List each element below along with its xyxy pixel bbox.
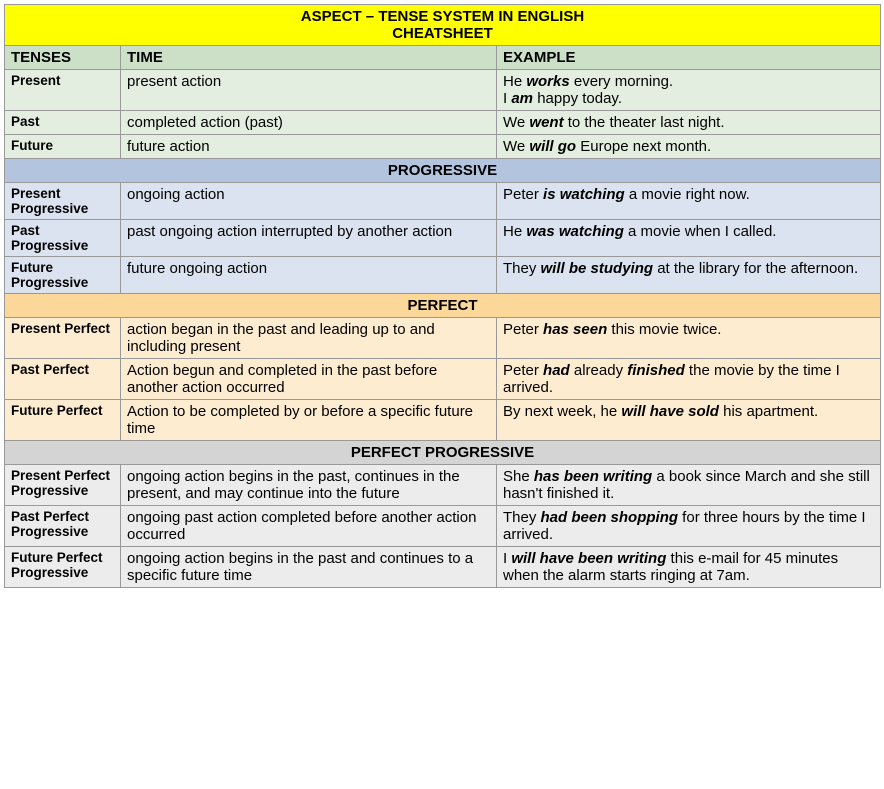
time-cell: future action [121,135,497,159]
example-cell: Peter is watching a movie right now. [497,183,881,220]
table-row: Past PerfectAction begun and completed i… [5,359,881,400]
time-cell: present action [121,70,497,111]
tense-cell: Future Perfect [5,400,121,441]
example-cell: Peter has seen this movie twice. [497,318,881,359]
tense-cell: Present Progressive [5,183,121,220]
time-cell: Action to be completed by or before a sp… [121,400,497,441]
title-line1: ASPECT – TENSE SYSTEM IN ENGLISH [301,8,584,25]
tense-cell: Past Perfect Progressive [5,506,121,547]
example-cell: We went to the theater last night. [497,111,881,135]
time-cell: past ongoing action interrupted by anoth… [121,220,497,257]
tense-cell: Present [5,70,121,111]
section-header-perfect: PERFECT [5,294,881,318]
tense-table: ASPECT – TENSE SYSTEM IN ENGLISH CHEATSH… [4,4,881,588]
table-row: Present Perfectaction began in the past … [5,318,881,359]
title-line2: CHEATSHEET [392,25,493,42]
section-perfect: Present Perfectaction began in the past … [5,318,881,441]
section-header-progressive: PROGRESSIVE [5,159,881,183]
section-perfect-progressive: Present Perfect Progressiveongoing actio… [5,465,881,588]
time-cell: ongoing past action completed before ano… [121,506,497,547]
example-cell: They had been shopping for three hours b… [497,506,881,547]
tense-cell: Future [5,135,121,159]
tense-cell: Present Perfect Progressive [5,465,121,506]
table-row: Pastcompleted action (past)We went to th… [5,111,881,135]
example-cell: We will go Europe next month. [497,135,881,159]
table-row: Present Perfect Progressiveongoing actio… [5,465,881,506]
column-header-row: TENSES TIME EXAMPLE [5,46,881,70]
table-row: Future PerfectAction to be completed by … [5,400,881,441]
example-cell: They will be studying at the library for… [497,257,881,294]
example-cell: By next week, he will have sold his apar… [497,400,881,441]
tense-cell: Present Perfect [5,318,121,359]
col-time: TIME [121,46,497,70]
example-cell: He works every morning.I am happy today. [497,70,881,111]
tense-cell: Past Progressive [5,220,121,257]
tense-cell: Past [5,111,121,135]
time-cell: action began in the past and leading up … [121,318,497,359]
col-tenses: TENSES [5,46,121,70]
time-cell: ongoing action [121,183,497,220]
section-simple: Presentpresent actionHe works every morn… [5,70,881,159]
example-cell: I will have been writing this e-mail for… [497,547,881,588]
example-cell: She has been writing a book since March … [497,465,881,506]
table-row: Future Progressivefuture ongoing actionT… [5,257,881,294]
tense-cell: Past Perfect [5,359,121,400]
table-row: Past Progressivepast ongoing action inte… [5,220,881,257]
table-row: Past Perfect Progressiveongoing past act… [5,506,881,547]
section-progressive: Present Progressiveongoing actionPeter i… [5,183,881,294]
tense-cell: Future Progressive [5,257,121,294]
time-cell: Action begun and completed in the past b… [121,359,497,400]
table-row: Present Progressiveongoing actionPeter i… [5,183,881,220]
table-row: Presentpresent actionHe works every morn… [5,70,881,111]
col-example: EXAMPLE [497,46,881,70]
table-row: Future Perfect Progressiveongoing action… [5,547,881,588]
example-cell: He was watching a movie when I called. [497,220,881,257]
table-row: Futurefuture actionWe will go Europe nex… [5,135,881,159]
time-cell: ongoing action begins in the past and co… [121,547,497,588]
time-cell: ongoing action begins in the past, conti… [121,465,497,506]
tense-cell: Future Perfect Progressive [5,547,121,588]
example-cell: Peter had already finished the movie by … [497,359,881,400]
time-cell: future ongoing action [121,257,497,294]
section-header-perfect-progressive: PERFECT PROGRESSIVE [5,441,881,465]
title-row: ASPECT – TENSE SYSTEM IN ENGLISH CHEATSH… [5,5,881,46]
time-cell: completed action (past) [121,111,497,135]
